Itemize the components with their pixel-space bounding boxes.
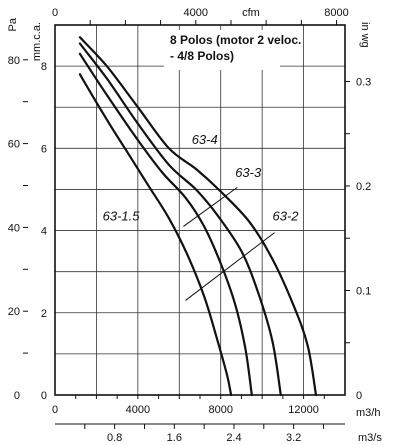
curve-label-63-4: 63-4	[192, 132, 218, 147]
tick-label-pa: 60	[8, 139, 20, 151]
tick-label-m3s: 2.4	[226, 432, 241, 444]
note-line-2: - 4/8 Polos)	[170, 49, 234, 63]
note-background	[164, 30, 280, 70]
tick-label-inwg: 0.1	[356, 285, 371, 297]
tick-label-pa: 80	[8, 55, 20, 67]
tick-label-mmca: 4	[41, 226, 47, 238]
unit-m3s: m3/s	[358, 432, 382, 444]
tick-label-inwg: 0	[356, 390, 362, 402]
curve-label-63-3: 63-3	[235, 165, 262, 180]
curves: 63-4 63-3 63-2 63-1.5	[78, 36, 318, 397]
tick-label-pa: 0	[14, 390, 20, 402]
curve-63-4	[78, 36, 318, 397]
tick-label-mmca: 6	[41, 143, 47, 155]
tick-label-cfm: 8000	[324, 7, 348, 19]
unit-m3h: m3/h	[356, 407, 380, 419]
tick-label-inwg: 0.3	[356, 76, 371, 88]
tick-label-cfm: 0	[52, 7, 58, 19]
unit-pa: Pa	[7, 17, 19, 31]
unit-mmca: mm.c.a.	[31, 22, 43, 61]
leader-line-63-3	[183, 186, 238, 227]
tick-label-m3s: 0.8	[107, 432, 122, 444]
tick-label-cfm: 4000	[184, 7, 208, 19]
curve-label-63-1-5: 63-1.5	[103, 208, 141, 223]
tick-label-m3h: 4000	[126, 404, 150, 416]
curve-label-63-2: 63-2	[273, 208, 300, 223]
unit-inwg: in wg	[359, 22, 371, 48]
tick-label-m3h: 0	[52, 404, 58, 416]
tick-label-mmca: 0	[41, 390, 47, 402]
note-box: 8 Polos (motor 2 veloc. - 4/8 Polos)	[164, 30, 301, 70]
unit-cfm: cfm	[242, 7, 260, 19]
tick-label-m3s: 3.2	[286, 432, 301, 444]
leader-line-63-2	[185, 232, 275, 301]
tick-label-mmca: 8	[41, 61, 47, 73]
tick-label-pa: 40	[8, 222, 20, 234]
note-line-1: 8 Polos (motor 2 veloc.	[170, 33, 301, 47]
tick-label-m3s: 1.6	[167, 432, 182, 444]
tick-label-m3h: 12000	[288, 404, 319, 416]
tick-label-inwg: 0.2	[356, 181, 371, 193]
curve-63-2	[78, 52, 253, 397]
tick-label-mmca: 2	[41, 308, 47, 320]
plot-frame	[54, 24, 346, 396]
tick-label-pa: 20	[8, 306, 20, 318]
tick-label-m3h: 8000	[208, 404, 232, 416]
curve-63-3	[78, 42, 282, 397]
curve-63-1-5	[78, 73, 233, 397]
